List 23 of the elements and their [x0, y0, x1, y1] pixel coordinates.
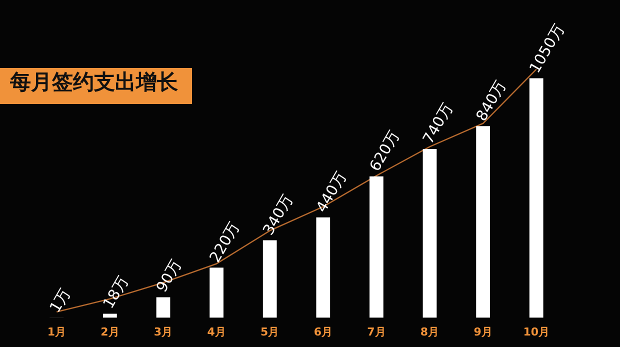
x-tick-label: 6月: [314, 325, 332, 338]
x-tick-label: 3月: [154, 325, 173, 338]
x-tick-label: 1月: [47, 325, 66, 338]
x-tick-label: 8月: [420, 325, 440, 338]
bar: [103, 314, 117, 318]
bar: [476, 126, 490, 318]
data-label: 1万: [46, 285, 74, 316]
bar: [316, 217, 330, 318]
x-tick-label: 5月: [260, 325, 280, 338]
bar: [422, 148, 437, 318]
chart-title: 每月签约支出增长: [0, 68, 192, 104]
bar: [210, 268, 224, 318]
data-label: 90万: [152, 256, 186, 296]
x-tick-label: 9月: [474, 325, 492, 338]
bar: [262, 240, 277, 318]
x-tick-label: 10月: [523, 325, 550, 338]
x-tick-label: 4月: [207, 325, 226, 338]
x-tick-label: 7月: [367, 325, 386, 338]
bar: [156, 297, 170, 318]
data-label: 18万: [99, 273, 132, 312]
bar: [529, 78, 544, 318]
x-tick-label: 2月: [100, 325, 120, 338]
bar: [370, 176, 384, 318]
